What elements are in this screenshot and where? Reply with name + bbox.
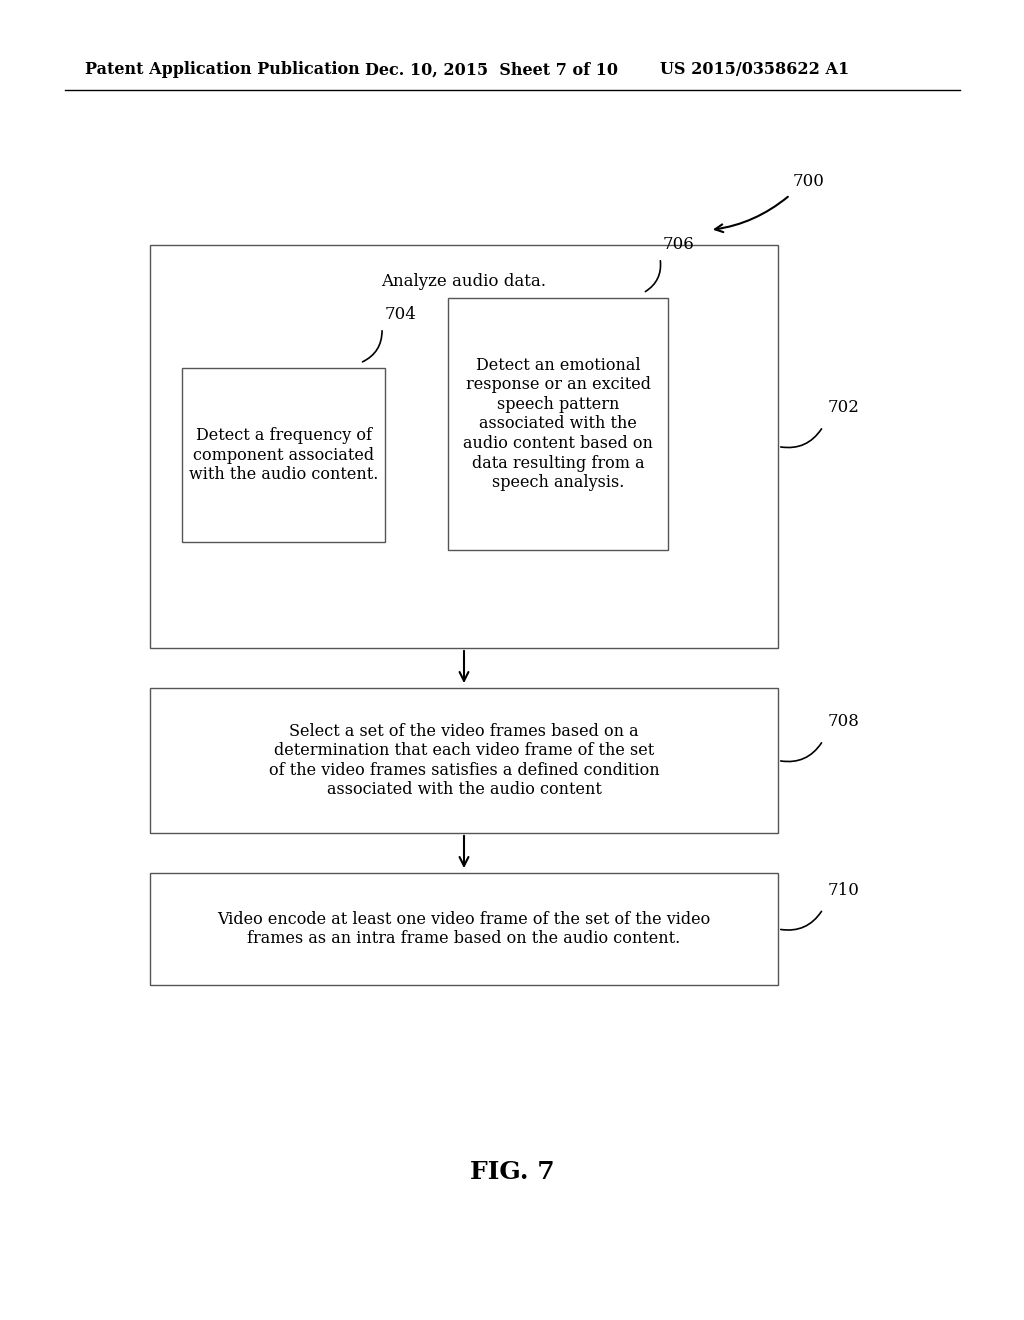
Text: 702: 702 <box>828 400 860 417</box>
Bar <box>150 873 778 985</box>
Text: Video encode at least one video frame of the set of the video
frames as an intra: Video encode at least one video frame of… <box>217 911 711 948</box>
Text: US 2015/0358622 A1: US 2015/0358622 A1 <box>660 62 849 78</box>
Bar <box>150 246 778 648</box>
Bar <box>150 688 778 833</box>
Text: 700: 700 <box>793 173 825 190</box>
Text: Detect an emotional
response or an excited
speech pattern
associated with the
au: Detect an emotional response or an excit… <box>463 356 653 491</box>
Text: Analyze audio data.: Analyze audio data. <box>382 273 547 290</box>
Text: Detect a frequency of
component associated
with the audio content.: Detect a frequency of component associat… <box>188 426 378 483</box>
Text: 706: 706 <box>663 236 694 253</box>
Text: Select a set of the video frames based on a
determination that each video frame : Select a set of the video frames based o… <box>268 722 659 799</box>
Bar <box>182 368 385 543</box>
Text: Dec. 10, 2015  Sheet 7 of 10: Dec. 10, 2015 Sheet 7 of 10 <box>365 62 618 78</box>
Text: 704: 704 <box>385 306 417 323</box>
Text: 708: 708 <box>828 714 860 730</box>
Text: Patent Application Publication: Patent Application Publication <box>85 62 359 78</box>
Bar <box>449 298 668 550</box>
Text: 710: 710 <box>828 882 860 899</box>
Text: FIG. 7: FIG. 7 <box>470 1160 554 1184</box>
